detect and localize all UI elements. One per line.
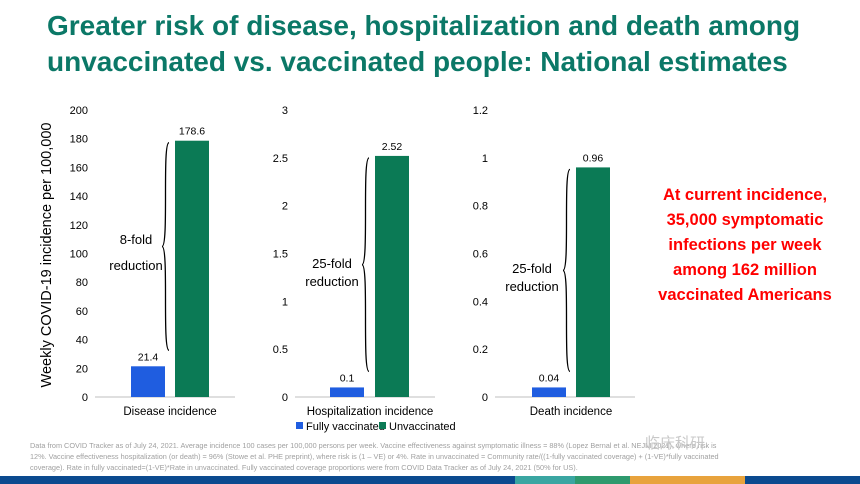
y-tick-label: 180 (70, 134, 88, 146)
y-tick-label: 0.4 (473, 296, 488, 308)
callout-line-1: At current incidence, (662, 186, 828, 204)
annotation-label: 8-fold (120, 232, 153, 247)
y-tick-label: 0 (482, 392, 488, 404)
footnote-line-1: Data from COVID Tracker as of July 24, 2… (30, 441, 717, 450)
bar-charts: 02040608010012014016018020021.4178.6Dise… (70, 105, 635, 433)
y-tick-label: 1.5 (273, 249, 288, 261)
callout-text: At current incidence, 35,000 symptomatic… (650, 183, 840, 308)
bar-unvaccinated (375, 155, 409, 397)
footnote-line-2: 12%. Vaccine effectiveness hospitalizati… (30, 452, 719, 461)
legend-label-fully-vaccinated: Fully vaccinated (306, 421, 385, 433)
y-tick-label: 60 (76, 306, 88, 318)
callout-line-2: 35,000 symptomatic (666, 211, 824, 229)
data-label: 0.1 (340, 372, 355, 384)
bottom-bar-segment (515, 476, 575, 484)
annotation-label: 25-fold (512, 261, 552, 276)
y-tick-label: 200 (70, 105, 88, 117)
bar-fully-vaccinated (330, 387, 364, 397)
bar-fully-vaccinated (131, 366, 165, 397)
data-label: 178.6 (179, 126, 205, 138)
y-tick-label: 0.2 (473, 344, 488, 356)
annotation-label: 25-fold (312, 256, 352, 271)
y-tick-label: 0.8 (473, 201, 488, 213)
y-tick-label: 0.5 (273, 344, 288, 356)
y-tick-label: 1 (282, 296, 288, 308)
title-line-2: unvaccinated vs. vaccinated people: Nati… (47, 46, 788, 77)
page-title: Greater risk of disease, hospitalization… (47, 8, 837, 80)
footnote: Data from COVID Tracker as of July 24, 2… (30, 440, 840, 473)
footnote-line-3: coverage). Rate in fully vaccinated=(1-V… (30, 463, 578, 472)
y-tick-label: 1.2 (473, 105, 488, 117)
callout-line-4: among 162 million (673, 261, 817, 279)
callout-line-5: vaccinated Americans (658, 286, 832, 304)
bar-unvaccinated (175, 140, 209, 398)
y-tick-label: 0.6 (473, 249, 488, 261)
y-tick-label: 0 (82, 392, 88, 404)
bottom-bar-segment (300, 476, 515, 484)
reduction-brace (161, 142, 170, 351)
y-tick-label: 40 (76, 335, 88, 347)
x-category-label: Death incidence (530, 406, 612, 418)
y-tick-label: 0 (282, 392, 288, 404)
y-tick-label: 100 (70, 249, 88, 261)
bar-unvaccinated (576, 167, 610, 397)
watermark: 临床科研 (645, 435, 706, 452)
data-label: 0.96 (583, 152, 604, 164)
bottom-bar-segment (745, 476, 860, 484)
title-line-1: Greater risk of disease, hospitalization… (47, 10, 801, 41)
annotation-label: reduction (305, 274, 358, 289)
y-tick-label: 3 (282, 105, 288, 117)
x-category-label: Disease incidence (123, 406, 216, 418)
y-tick-label: 20 (76, 363, 88, 375)
legend-swatch-fully-vaccinated (296, 422, 303, 429)
legend-label-unvaccinated: Unvaccinated (389, 421, 456, 433)
bar-fully-vaccinated (532, 387, 566, 397)
bottom-bar-segment (630, 476, 685, 484)
y-tick-label: 80 (76, 277, 88, 289)
annotation-label: reduction (109, 258, 162, 273)
annotation-label: reduction (505, 279, 558, 294)
reduction-brace (562, 168, 571, 373)
data-label: 2.52 (382, 141, 403, 153)
y-tick-label: 140 (70, 191, 88, 203)
callout-line-3: infections per week (668, 236, 822, 254)
legend-swatch-unvaccinated (379, 422, 386, 429)
reduction-brace (361, 157, 370, 373)
bottom-bar-segment (0, 476, 300, 484)
y-tick-label: 1 (482, 153, 488, 165)
y-tick-label: 2 (282, 201, 288, 213)
bottom-color-bar (0, 476, 860, 484)
bottom-bar-segment (685, 476, 745, 484)
y-tick-label: 2.5 (273, 153, 288, 165)
data-label: 21.4 (138, 351, 159, 363)
data-label: 0.04 (539, 372, 560, 384)
x-category-label: Hospitalization incidence (307, 406, 434, 418)
bottom-bar-segment (575, 476, 630, 484)
y-tick-label: 160 (70, 162, 88, 174)
y-tick-label: 120 (70, 220, 88, 232)
